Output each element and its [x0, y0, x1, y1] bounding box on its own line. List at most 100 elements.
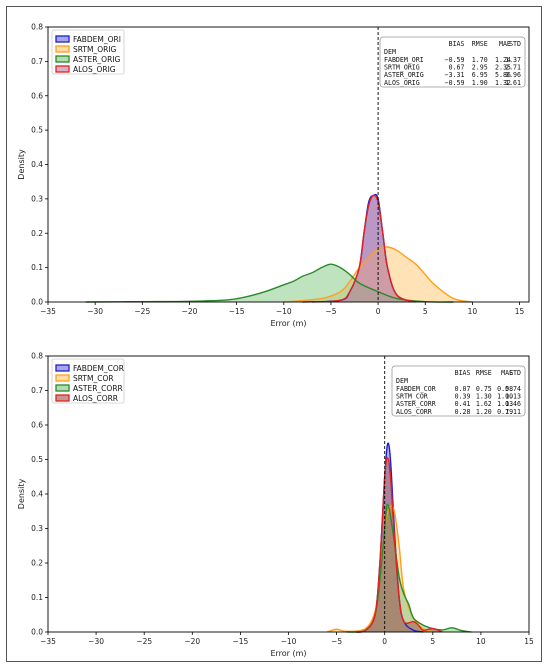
- stats-value: 0.74: [505, 385, 521, 393]
- stats-header: MAE: [499, 40, 511, 48]
- x-tick-label: 5: [430, 637, 435, 646]
- legend-label: ALOS_CORR: [73, 394, 118, 403]
- x-tick-label: −30: [87, 307, 103, 316]
- stats-value: 1.70: [472, 56, 488, 64]
- series-line: [85, 263, 454, 303]
- stats-dem-name: SRTM_COR: [396, 393, 428, 401]
- stats-value: 1.61: [505, 79, 521, 87]
- legend-swatch: [55, 364, 70, 372]
- stats-dem-name: ALOS_CORR: [396, 408, 432, 416]
- y-tick-label: 0.7: [31, 386, 43, 395]
- stats-dem-name: ALOS_ORIG: [384, 79, 420, 87]
- stats-value: 6.95: [472, 71, 488, 79]
- legend-swatch: [55, 35, 70, 43]
- y-tick-label: 0.3: [31, 524, 43, 533]
- series-line: [355, 457, 443, 633]
- legend-label: SRTM_ORIG: [73, 45, 117, 54]
- y-axis-label: Density: [17, 149, 26, 180]
- legend-box: [51, 358, 125, 404]
- y-tick-label: 0.0: [31, 628, 43, 637]
- stats-value: 2.35: [495, 64, 511, 72]
- stats-value: 0.07: [455, 385, 471, 393]
- stats-value: 0.67: [449, 64, 465, 72]
- x-axis-label: Error (m): [270, 319, 306, 328]
- legend-label: SRTM_COR: [73, 374, 114, 383]
- stats-header: STD: [509, 40, 521, 48]
- stats-value: 3.96: [505, 71, 521, 79]
- y-tick-label: 0.5: [31, 455, 43, 464]
- x-tick-label: −35: [40, 637, 56, 646]
- stats-value: −0.59: [445, 79, 465, 87]
- x-tick-label: −15: [229, 307, 245, 316]
- stats-dem-name: FABDEM_COR: [396, 385, 436, 393]
- stats-value: 0.28: [455, 408, 471, 416]
- legend-swatch: [55, 374, 70, 382]
- stats-header: BIAS: [449, 40, 465, 48]
- x-tick-label: −20: [184, 637, 200, 646]
- stats-value: 1.11: [505, 408, 521, 416]
- y-tick-label: 0.4: [31, 490, 43, 499]
- legend-swatch: [55, 65, 70, 73]
- x-tick-label: −15: [232, 637, 248, 646]
- y-tick-label: 0.4: [31, 160, 43, 169]
- stats-value: 0.58: [497, 385, 513, 393]
- y-tick-label: 0.8: [31, 352, 43, 361]
- stats-value: 1.46: [505, 400, 521, 408]
- x-axis-label: Error (m): [270, 649, 306, 658]
- series-area: [346, 504, 472, 633]
- stats-value: 0.79: [497, 408, 513, 416]
- stats-value: 1.03: [497, 400, 513, 408]
- x-tick-label: −10: [276, 307, 292, 316]
- y-tick-label: 0.0: [31, 298, 43, 307]
- x-tick-label: −35: [40, 307, 56, 316]
- x-tick-label: 5: [423, 307, 428, 316]
- stats-header: RMSE: [476, 369, 492, 377]
- legend-swatch: [55, 45, 70, 53]
- stats-value: 1.32: [495, 79, 511, 87]
- series-lines: [85, 193, 473, 303]
- stats-value: 1.13: [505, 393, 521, 401]
- stats-value: 1.20: [476, 408, 492, 416]
- stats-value: 2.95: [472, 64, 488, 72]
- series-area: [312, 195, 416, 302]
- x-tick-label: 10: [468, 307, 478, 316]
- stats-value: −3.31: [445, 71, 465, 79]
- legend-label: ASTER_ORIG: [73, 55, 120, 64]
- stats-value: 1.24: [495, 56, 511, 64]
- stats-value: 1.90: [472, 79, 488, 87]
- x-tick-label: −5: [331, 637, 342, 646]
- stats-dem-name: SRTM_ORIG: [384, 64, 420, 72]
- series-line: [283, 246, 473, 303]
- stats-value: 0.75: [476, 385, 492, 393]
- x-tick-label: −25: [134, 307, 150, 316]
- stats-box: [379, 36, 526, 88]
- stats-value: 0.41: [455, 400, 471, 408]
- stats-value: 1.37: [505, 56, 521, 64]
- x-tick-label: 0: [382, 637, 387, 646]
- x-tick-label: −30: [88, 637, 104, 646]
- legend-label: FABDEM_COR: [73, 364, 124, 373]
- stats-dem-name: FABDEM_ORI: [384, 56, 424, 64]
- stats-dem-name: ASTER_ORIG: [384, 71, 424, 79]
- series-line: [346, 503, 472, 633]
- x-tick-label: 10: [476, 637, 486, 646]
- chart-2: −35 −30 −25 −20 −15 −10 −5 0 5 10 15 0.0 0.1 0.2 0.3 0.…: [17, 352, 534, 658]
- legend-label: ASTER_CORR: [73, 384, 123, 393]
- stats-dem-name: ASTER_CORR: [396, 400, 436, 408]
- y-tick-label: 0.5: [31, 126, 43, 135]
- stats-value: 2.71: [505, 64, 521, 72]
- stats-value: 0.39: [455, 393, 471, 401]
- y-tick-label: 0.6: [31, 421, 43, 430]
- stats-header: STD: [509, 369, 521, 377]
- stats-header: RMSE: [472, 40, 488, 48]
- x-tick-label: −10: [281, 637, 297, 646]
- x-tick-label: −20: [182, 307, 198, 316]
- x-tick-label: 15: [515, 307, 525, 316]
- legend-swatch: [55, 384, 70, 392]
- y-tick-label: 0.2: [31, 229, 43, 238]
- y-tick-label: 0.3: [31, 194, 43, 203]
